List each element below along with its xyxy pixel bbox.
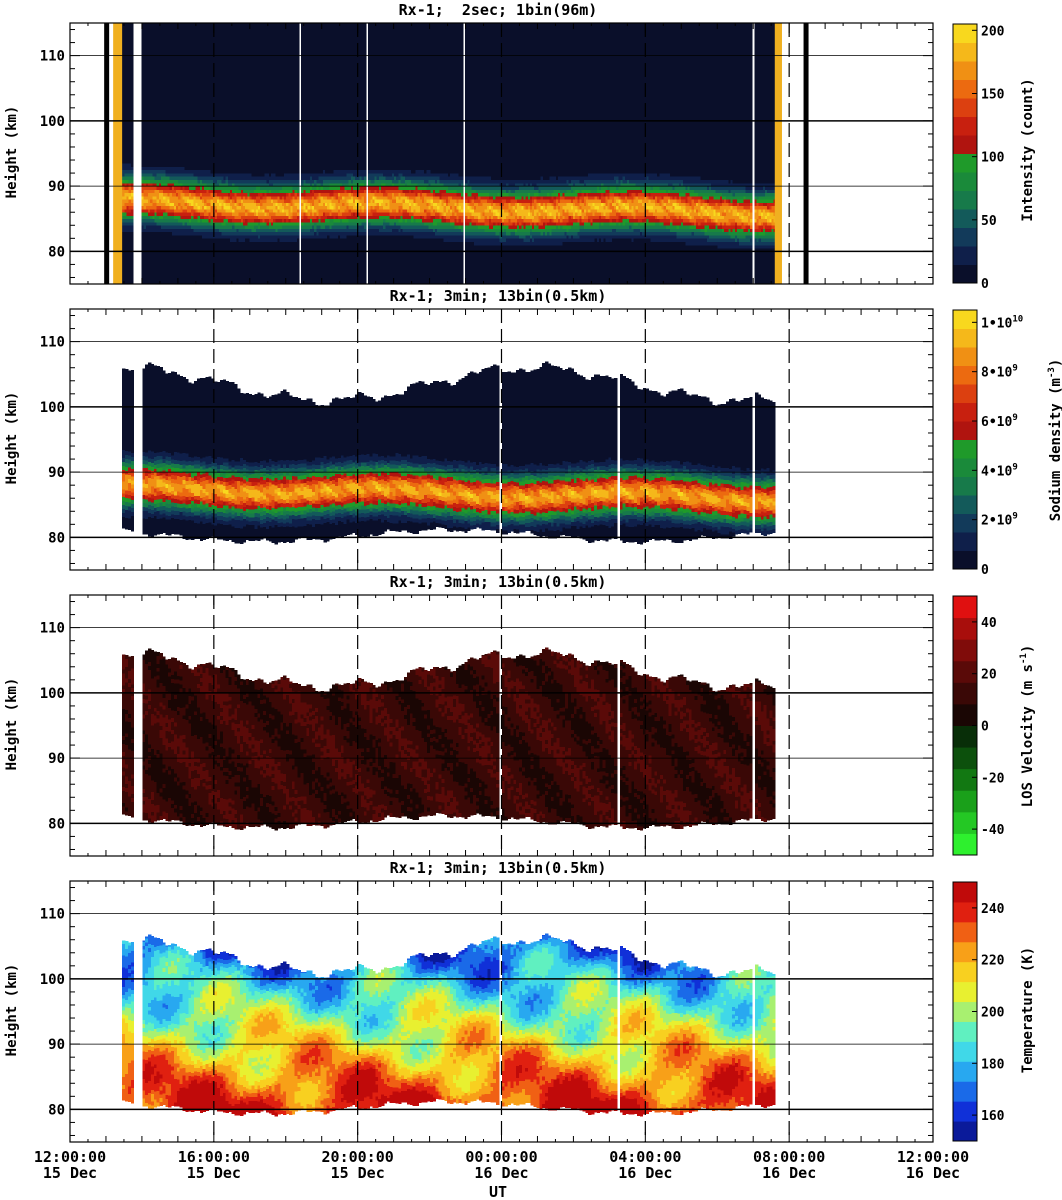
heatmap-cell (131, 124, 134, 128)
heatmap-cell (131, 170, 134, 174)
x-tick-label-date: 16 Dec (474, 1164, 528, 1182)
heatmap-cell (131, 167, 134, 171)
heatmap-cell (131, 238, 134, 242)
heatmap-cell (131, 85, 134, 89)
heatmap-cell (131, 242, 134, 246)
heatmap-cell (131, 26, 134, 30)
heatmap-cell (131, 65, 134, 69)
heatmap-cell (131, 180, 134, 184)
heatmap-cell (131, 225, 134, 229)
heatmap-cell (131, 258, 134, 262)
heatmap-cell (131, 215, 134, 219)
x-tick-label-date: 15 Dec (187, 1164, 241, 1182)
heatmap-cell (131, 98, 134, 102)
heatmap-cell (131, 62, 134, 66)
heatmap-cell (131, 56, 134, 60)
heatmap-cell (131, 72, 134, 76)
heatmap-cell (131, 46, 134, 50)
heatmap-cell (131, 88, 134, 92)
heatmap-cells (122, 23, 776, 284)
heatmap-cell (131, 277, 134, 281)
heatmap-cell (131, 59, 134, 63)
heatmap-cell (131, 245, 134, 249)
heatmap-cell (131, 114, 134, 118)
heatmap-cell (131, 206, 134, 210)
heatmap-cell (131, 39, 134, 43)
heatmap-cell (131, 131, 134, 135)
x-tick-label-date: 15 Dec (43, 1164, 97, 1182)
heatmap-cell (131, 163, 134, 167)
heatmap-cell (131, 140, 134, 144)
heatmap-cell (131, 196, 134, 200)
heatmap-cell (131, 264, 134, 268)
heatmap-cell (131, 75, 134, 79)
x-tick-label-date: 15 Dec (331, 1164, 385, 1182)
heatmap-cell (131, 212, 134, 216)
heatmap-cell (131, 232, 134, 236)
heatmap-cell (131, 176, 134, 180)
heatmap-cell (131, 108, 134, 112)
heatmap-cell (131, 222, 134, 226)
heatmap-cell (131, 36, 134, 40)
heatmap-cell (131, 189, 134, 193)
heatmap-cell (131, 255, 134, 259)
x-tick-label-date: 16 Dec (762, 1164, 816, 1182)
heatmap-cell (131, 271, 134, 275)
x-tick-label-date: 16 Dec (906, 1164, 960, 1182)
heatmap-cell (131, 193, 134, 197)
heatmap-cell (131, 92, 134, 96)
heatmap-cell (131, 157, 134, 161)
heatmap-cell (131, 127, 134, 131)
heatmap-cell (131, 101, 134, 105)
heatmap-cell (131, 209, 134, 213)
heatmap-cell (131, 30, 134, 34)
heatmap-cell (131, 144, 134, 148)
heatmap-cell (131, 160, 134, 164)
heatmap-cell (131, 219, 134, 223)
heatmap-cell (131, 268, 134, 272)
heatmap-cell (131, 274, 134, 278)
heatmap-cell (131, 154, 134, 158)
heatmap-cell (131, 78, 134, 82)
heatmap-cell (131, 235, 134, 239)
heatmap-cell (131, 134, 134, 138)
heatmap-cell (131, 261, 134, 265)
heatmap-cell (131, 150, 134, 154)
heatmap-cell (131, 95, 134, 99)
heatmap-cell (131, 82, 134, 86)
heatmap-cell (131, 202, 134, 206)
heatmap-cell (131, 111, 134, 115)
heatmap-cell (131, 137, 134, 141)
x-tick-label-date: 16 Dec (618, 1164, 672, 1182)
heatmap-cell (131, 43, 134, 47)
heatmap-cell (131, 33, 134, 37)
heatmap-cell (131, 173, 134, 177)
heatmap-cell (131, 49, 134, 53)
heatmap-cell (131, 186, 134, 190)
heatmap-cell (131, 147, 134, 151)
heatmap-cell (131, 69, 134, 73)
heatmap-cell (131, 229, 134, 233)
heatmap-cell (131, 199, 134, 203)
heatmap-cell (131, 105, 134, 109)
